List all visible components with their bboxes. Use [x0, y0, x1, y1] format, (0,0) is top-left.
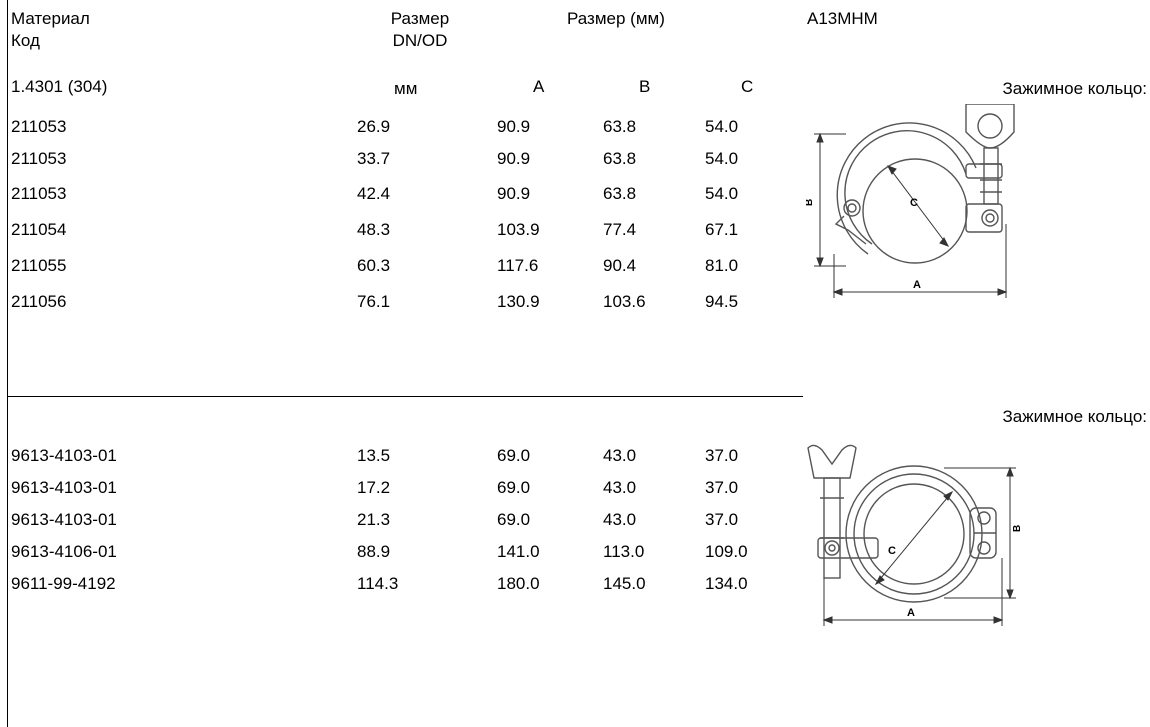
c-cell: 134.0: [705, 574, 748, 593]
b-cell: 103.6: [603, 292, 646, 311]
a-cell: 90.9: [497, 184, 531, 203]
clamp-title-2: Зажимное кольцо:: [1002, 407, 1147, 426]
b-cell: 77.4: [603, 220, 637, 239]
dimension-a-label: A: [913, 279, 921, 291]
dn-cell: 88.9: [357, 542, 391, 561]
b-cell: 63.8: [603, 149, 637, 168]
dimension-c-label: C: [888, 545, 896, 557]
code-cell: 211056: [11, 292, 67, 311]
code-cell: 211053: [11, 184, 67, 203]
b-cell: 145.0: [603, 574, 646, 593]
b-cell: 43.0: [603, 478, 637, 497]
dn-cell: 33.7: [357, 149, 391, 168]
b-cell: 90.4: [603, 256, 637, 275]
table-row: 9613-4106-01 88.9 141.0 113.0 109.0: [0, 542, 800, 564]
dn-cell: 48.3: [357, 220, 391, 239]
table-row: 211054 48.3 103.9 77.4 67.1: [0, 220, 800, 242]
a-cell: 180.0: [497, 574, 540, 593]
clamp-title-1: Зажимное кольцо:: [1002, 79, 1147, 98]
dn-cell: 13.5: [357, 446, 391, 465]
c-cell: 109.0: [705, 542, 748, 561]
c-cell: 37.0: [705, 478, 739, 497]
a-cell: 117.6: [497, 256, 539, 275]
dn-cell: 21.3: [357, 510, 391, 529]
code-cell: 9611-99-4192: [11, 574, 116, 593]
a-cell: 69.0: [497, 510, 531, 529]
dn-cell: 17.2: [357, 478, 391, 497]
c-cell: 37.0: [705, 510, 739, 529]
table-row: 9611-99-4192 114.3 180.0 145.0 134.0: [0, 574, 800, 596]
c-cell: 94.5: [705, 292, 739, 311]
code-cell: 9613-4106-01: [11, 542, 117, 561]
code-cell: 211055: [11, 256, 67, 275]
dn-cell: 76.1: [357, 292, 391, 311]
table-row: 211053 33.7 90.9 63.8 54.0: [0, 149, 800, 171]
a-cell: 141.0: [497, 542, 540, 561]
c-cell: 54.0: [705, 117, 739, 136]
size-label: Размер: [390, 9, 450, 28]
unit-label: мм: [394, 79, 418, 98]
clamp-drawing-1: A B C: [806, 104, 1015, 298]
c-cell: 81.0: [705, 256, 739, 275]
a-cell: 90.9: [497, 149, 531, 168]
c-cell: 67.1: [705, 220, 739, 239]
c-cell: 54.0: [705, 149, 739, 168]
code-cell: 9613-4103-01: [11, 446, 117, 465]
page-left-border: [7, 0, 8, 727]
b-cell: 63.8: [603, 184, 637, 203]
dimension-b-label: B: [806, 199, 815, 206]
column-a-header: A: [533, 77, 545, 96]
a-cell: 69.0: [497, 446, 531, 465]
b-cell: 43.0: [603, 510, 637, 529]
dimension-b-label: B: [1012, 525, 1023, 532]
a-cell: 69.0: [497, 478, 531, 497]
size-sub-label: DN/OD: [392, 31, 448, 50]
table-row: 211053 42.4 90.9 63.8 54.0: [0, 184, 800, 206]
dn-cell: 114.3: [357, 574, 399, 593]
b-cell: 113.0: [603, 542, 645, 561]
dimension-c-label: C: [910, 197, 918, 209]
code-cell: 9613-4103-01: [11, 510, 117, 529]
dn-cell: 26.9: [357, 117, 391, 136]
size-mm-label: Размер (мм): [567, 9, 665, 28]
table-row: 9613-4103-01 21.3 69.0 43.0 37.0: [0, 510, 800, 532]
section-divider: [7, 396, 803, 397]
b-cell: 63.8: [603, 117, 637, 136]
c-cell: 37.0: [705, 446, 739, 465]
b-cell: 43.0: [603, 446, 637, 465]
table-row: 211056 76.1 130.9 103.6 94.5: [0, 292, 800, 314]
table-row: 9613-4103-01 17.2 69.0 43.0 37.0: [0, 478, 800, 500]
clamp-drawing-2: A B C: [807, 444, 1023, 626]
dn-cell: 60.3: [357, 256, 391, 275]
a-cell: 103.9: [497, 220, 540, 239]
a-cell: 90.9: [497, 117, 531, 136]
code-cell: 9613-4103-01: [11, 478, 117, 497]
model-label: A13MHM: [807, 9, 878, 28]
c-cell: 54.0: [705, 184, 739, 203]
code-cell: 211053: [11, 117, 67, 136]
dimension-a-label: A: [907, 607, 915, 619]
table-row: 211053 26.9 90.9 63.8 54.0: [0, 117, 800, 139]
material-value: 1.4301 (304): [11, 77, 108, 96]
code-cell: 211053: [11, 149, 67, 168]
code-cell: 211054: [11, 220, 67, 239]
table-row: 211055 60.3 117.6 90.4 81.0: [0, 256, 800, 278]
material-label: Материал: [11, 9, 90, 28]
a-cell: 130.9: [497, 292, 540, 311]
dn-cell: 42.4: [357, 184, 391, 203]
code-label: Код: [11, 31, 40, 50]
column-c-header: C: [741, 77, 754, 96]
column-b-header: B: [639, 77, 651, 96]
table-row: 9613-4103-01 13.5 69.0 43.0 37.0: [0, 446, 800, 468]
